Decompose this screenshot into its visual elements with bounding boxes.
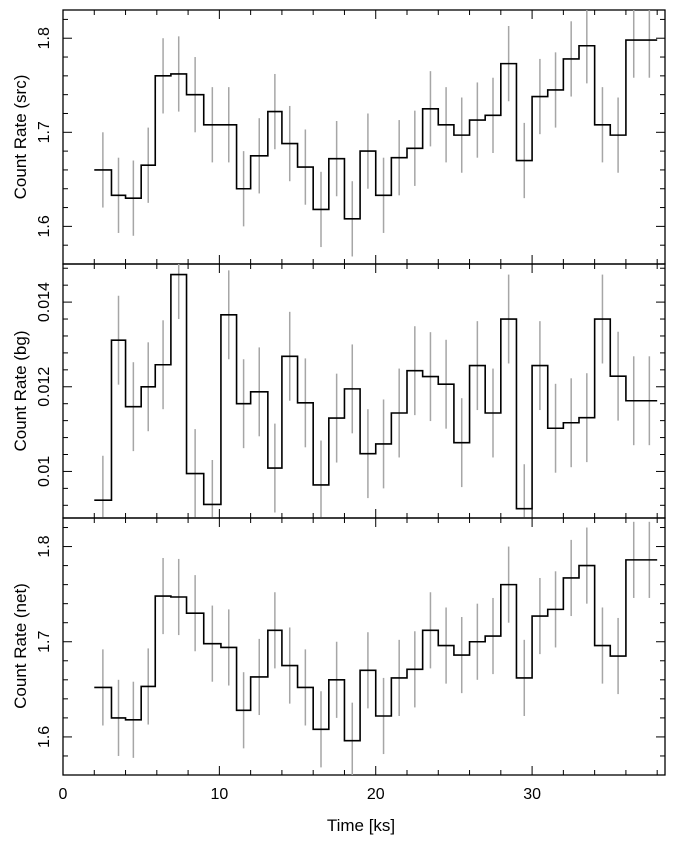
panel-bg-step-series: [94, 273, 658, 510]
panel-bg-frame: [62, 263, 666, 519]
panel-src-ytick-label: 1.7: [36, 121, 53, 143]
panel-bg-ytick-label: 0.01: [36, 456, 53, 487]
panel-src: Count Rate (src) 1.6 1.7 1.8: [11, 9, 666, 265]
x-tick-label: 10: [210, 786, 228, 803]
panel-net-frame: [62, 517, 666, 776]
panel-bg: Count Rate (bg) 0.01 0.012 0.014: [11, 263, 666, 519]
panel-src-frame: [62, 9, 666, 265]
panel-src-ylabel: Count Rate (src): [11, 75, 30, 200]
panel-net-ytick-label: 1.7: [36, 631, 53, 653]
x-tick-label: 30: [523, 786, 541, 803]
panel-bg-ylabel: Count Rate (bg): [11, 331, 30, 452]
panel-src-ytick-label: 1.6: [36, 215, 53, 237]
panel-net-ytick-label: 1.6: [36, 726, 53, 748]
panel-bg-ytick-label: 0.014: [36, 282, 53, 322]
panel-src-step-series: [94, 39, 658, 220]
panel-net-ytick-label: 1.8: [36, 535, 53, 557]
panel-net-ylabel: Count Rate (net): [11, 583, 30, 709]
x-tick-label: 20: [367, 786, 385, 803]
x-axis-label: Time [ks]: [327, 816, 395, 835]
panel-net-step-series: [94, 559, 658, 742]
x-tick-label: 0: [59, 786, 68, 803]
panel-src-ytick-label: 1.8: [36, 27, 53, 49]
panel-bg-ytick-label: 0.012: [36, 367, 53, 407]
panel-net: Count Rate (net) 0 10 20 30 1.6 1.7 1.8: [11, 517, 666, 803]
